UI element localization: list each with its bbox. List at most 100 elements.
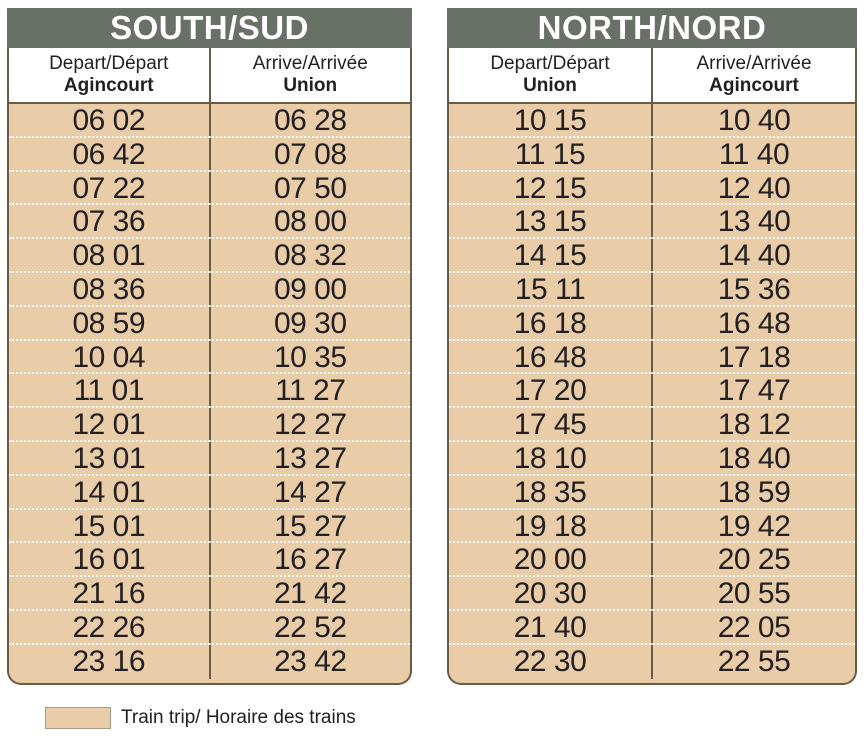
arrive-time: 08 00 (208, 205, 411, 238)
north-arrive-header: Arrive/Arrivée Agincourt (651, 48, 855, 102)
depart-time: 10 15 (513, 104, 587, 137)
arrive-time: 09 30 (208, 306, 411, 340)
arrive-time: 18 40 (651, 441, 855, 475)
table-row: 10 04 10 35 (9, 340, 411, 375)
depart-time: 10 04 (72, 340, 146, 374)
south-depart-station: Agincourt (63, 75, 154, 96)
depart-time: 11 01 (73, 374, 145, 408)
north-arrive-label: Arrive/Arrivée (696, 53, 812, 74)
table-row: 11 01 11 27 (9, 374, 411, 409)
depart-time: 18 35 (513, 475, 587, 509)
north-column-headers: Depart/Départ Union Arrive/Arrivée Aginc… (447, 48, 857, 104)
legend-label: Train trip/ Horaire des trains (121, 707, 356, 728)
arrive-time: 22 55 (651, 644, 855, 679)
arrive-time: 17 18 (651, 340, 855, 374)
arrive-time: 15 36 (651, 272, 855, 306)
depart-time: 11 15 (514, 137, 586, 171)
table-row: 13 15 13 40 (449, 205, 855, 240)
depart-time: 12 15 (513, 171, 587, 205)
table-row: 15 11 15 36 (449, 272, 855, 307)
south-schedule: SOUTH/SUD Depart/Départ Agincourt Arrive… (7, 8, 412, 685)
table-row: 06 42 07 08 (9, 137, 411, 172)
arrive-time: 06 28 (208, 104, 411, 137)
legend: Train trip/ Horaire des trains (45, 707, 356, 729)
arrive-time: 15 27 (208, 509, 411, 543)
depart-time: 08 01 (72, 239, 146, 273)
depart-time: 06 42 (72, 137, 146, 171)
table-row: 10 15 10 40 (449, 104, 855, 138)
south-column-headers: Depart/Départ Agincourt Arrive/Arrivée U… (7, 48, 412, 104)
table-row: 23 16 23 42 (9, 644, 411, 679)
depart-time: 14 01 (72, 475, 146, 509)
table-row: 15 01 15 27 (9, 509, 411, 544)
depart-time: 19 18 (513, 509, 587, 543)
arrive-time: 22 52 (208, 610, 411, 644)
arrive-time: 23 42 (208, 644, 411, 679)
depart-time: 22 26 (72, 610, 146, 644)
table-row: 19 18 19 42 (449, 509, 855, 544)
depart-time: 15 01 (72, 509, 146, 543)
arrive-time: 08 32 (208, 239, 411, 272)
table-row: 06 02 06 28 (9, 104, 410, 138)
depart-time: 08 36 (72, 272, 146, 306)
table-row: 07 22 07 50 (9, 171, 411, 206)
north-depart-label: Depart/Départ (490, 53, 610, 74)
depart-time: 22 30 (513, 644, 587, 678)
arrive-time: 14 27 (208, 475, 411, 509)
depart-time: 20 00 (513, 543, 587, 577)
arrive-time: 12 40 (651, 171, 855, 205)
arrive-time: 07 50 (208, 171, 411, 205)
table-row: 16 18 16 48 (449, 306, 855, 341)
depart-time: 16 01 (72, 543, 146, 577)
depart-time: 08 59 (72, 306, 146, 340)
depart-time: 17 20 (513, 374, 587, 408)
depart-time: 18 10 (513, 441, 587, 475)
arrive-time: 17 47 (651, 374, 855, 407)
arrive-time: 07 08 (208, 137, 411, 171)
depart-time: 07 22 (72, 171, 146, 205)
north-schedule: NORTH/NORD Depart/Départ Union Arrive/Ar… (447, 8, 857, 685)
arrive-time: 16 48 (651, 306, 855, 340)
north-depart-header: Depart/Départ Union (449, 48, 651, 102)
table-row: 08 01 08 32 (9, 239, 410, 273)
depart-time: 17 45 (513, 408, 587, 442)
arrive-time: 09 00 (208, 272, 411, 306)
table-row: 08 59 09 30 (9, 306, 411, 341)
depart-time: 16 48 (513, 340, 587, 374)
table-row: 20 30 20 55 (449, 577, 855, 611)
south-times-table: 06 02 06 28 06 42 07 08 07 22 07 50 07 36 08 00… (7, 104, 412, 685)
table-row: 14 01 14 27 (9, 475, 411, 510)
table-row: 16 48 17 18 (449, 340, 855, 375)
table-row: 17 20 17 47 (449, 374, 855, 409)
arrive-time: 22 05 (651, 610, 855, 644)
arrive-time: 10 40 (651, 104, 855, 137)
table-row: 18 10 18 40 (449, 441, 855, 476)
arrive-time: 16 27 (208, 543, 411, 576)
table-row: 08 36 09 00 (9, 272, 411, 307)
depart-time: 21 16 (72, 577, 146, 611)
south-title: SOUTH/SUD (7, 8, 412, 48)
arrive-time: 13 27 (208, 441, 411, 475)
table-row: 18 35 18 59 (449, 475, 855, 510)
arrive-time: 18 59 (651, 475, 855, 509)
depart-time: 20 30 (513, 577, 587, 611)
arrive-time: 10 35 (208, 340, 411, 374)
arrive-time: 11 27 (208, 374, 411, 407)
arrive-time: 20 25 (651, 543, 855, 576)
south-arrive-label: Arrive/Arrivée (252, 53, 368, 74)
north-depart-station: Union (523, 75, 577, 96)
depart-time: 13 01 (72, 441, 146, 475)
table-row: 22 30 22 55 (449, 644, 855, 679)
table-row: 22 26 22 52 (9, 610, 411, 645)
depart-time: 15 11 (514, 272, 586, 306)
table-row: 17 45 18 12 (449, 408, 855, 442)
table-row: 21 16 21 42 (9, 577, 410, 611)
arrive-time: 19 42 (651, 509, 855, 543)
north-arrive-station: Agincourt (709, 75, 799, 96)
arrive-time: 21 42 (208, 577, 411, 610)
table-row: 11 15 11 40 (449, 137, 855, 172)
table-row: 07 36 08 00 (9, 205, 411, 240)
arrive-time: 18 12 (651, 408, 855, 441)
south-arrive-header: Arrive/Arrivée Union (208, 48, 411, 102)
table-row: 21 40 22 05 (449, 610, 855, 645)
